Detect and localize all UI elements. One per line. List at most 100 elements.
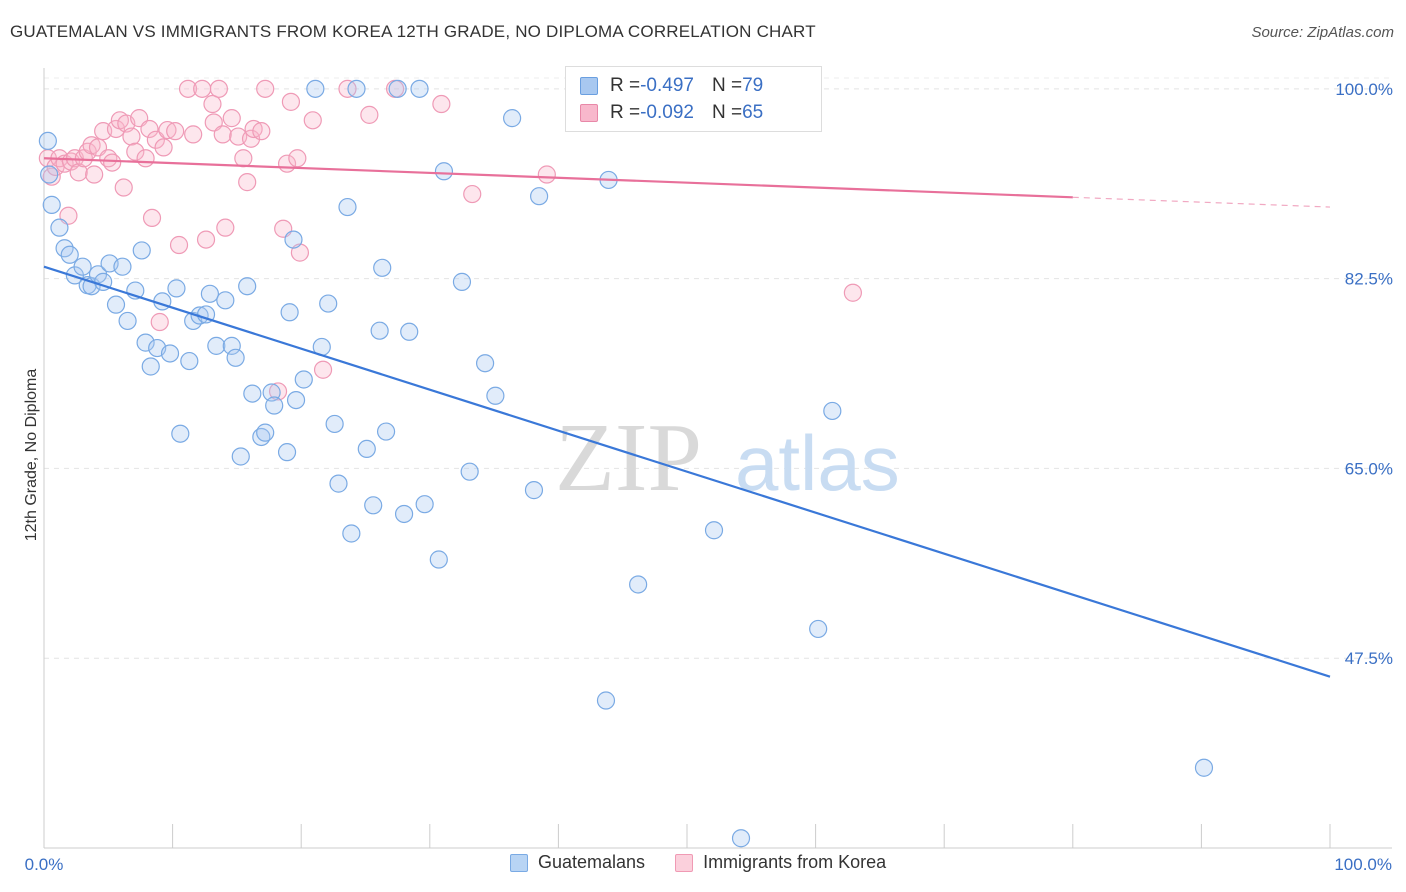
korea-point <box>42 167 61 186</box>
korea-point <box>268 382 288 401</box>
legend-label-korea: Immigrants from Korea <box>703 852 887 872</box>
guatemalans-point <box>171 424 190 443</box>
korea-point <box>203 94 222 114</box>
axes <box>43 68 1392 849</box>
korea-point <box>360 105 379 124</box>
legend-row-korea: R = -0.092 N = 65 <box>580 102 763 124</box>
guatemalans-point <box>434 162 454 181</box>
guatemalans-point <box>486 386 505 405</box>
x-tick-label-min: 0.0% <box>25 855 64 874</box>
korea-point <box>843 283 862 302</box>
chart-source: Source: ZipAtlas.com <box>1251 24 1394 41</box>
guatemalans-point <box>141 357 160 376</box>
legend-swatch-guatemalans <box>580 77 598 95</box>
guatemalans-point <box>284 230 303 249</box>
y-tick-label: 65.0% <box>1345 459 1393 478</box>
guatemalans-point <box>400 322 419 341</box>
watermark: ZIP atlas <box>555 404 900 512</box>
y-tick-label: 100.0% <box>1335 80 1393 99</box>
tick-labels: 100.0% 82.5% 65.0% 47.5% 0.0% 100.0% <box>25 80 1393 874</box>
chart-title: GUATEMALAN VS IMMIGRANTS FROM KOREA 12TH… <box>10 22 816 41</box>
guatemalans-point <box>524 481 544 500</box>
korea-trend-extension <box>1072 196 1331 208</box>
guatemalans-point <box>394 504 414 524</box>
korea-point <box>463 184 482 204</box>
guatemalans-point <box>329 474 348 493</box>
korea-point <box>281 92 301 111</box>
korea-point <box>303 111 322 130</box>
korea-point <box>103 153 122 172</box>
guatemalans-point <box>200 284 219 303</box>
korea-point <box>154 138 173 157</box>
correlation-legend: R = -0.497 N = 79 R = -0.092 N = 65 <box>565 66 822 132</box>
guatemalans-point <box>452 272 472 291</box>
korea-point <box>169 235 189 255</box>
guatemalans-point <box>338 197 357 217</box>
guatemalans-point <box>280 303 299 322</box>
legend-label-guatemalans: Guatemalans <box>538 852 646 872</box>
x-tick-label-max: 100.0% <box>1334 855 1392 874</box>
korea-point <box>213 125 232 144</box>
guatemalans-point <box>731 829 751 848</box>
guatemalans-point <box>704 521 724 540</box>
guatemalans-point <box>113 257 132 276</box>
korea-point <box>85 165 104 184</box>
guatemalans-point <box>1194 758 1214 777</box>
legend-swatch-korea <box>675 853 694 872</box>
guatemalans-point <box>415 495 434 514</box>
guatemalans-point <box>347 79 366 98</box>
guatemalans-point <box>306 79 325 98</box>
guatemalans-point <box>216 291 235 310</box>
guatemalans-point <box>460 462 479 481</box>
guatemalans-point <box>167 279 186 298</box>
guatemalans-point <box>231 447 250 466</box>
korea-point <box>146 130 165 149</box>
korea-point <box>122 127 141 146</box>
korea-point <box>313 360 333 379</box>
guatemalans-point <box>364 496 383 515</box>
guatemalans-point <box>265 396 284 415</box>
guatemalans-point <box>629 575 648 594</box>
guatemalans-point <box>50 218 69 237</box>
korea-point <box>158 120 177 140</box>
korea-point <box>142 208 162 228</box>
watermark-atlas: atlas <box>735 419 900 507</box>
korea-point <box>106 119 126 139</box>
guatemalans-point <box>596 691 616 710</box>
korea-point <box>114 178 133 197</box>
guatemalans-point <box>132 241 151 260</box>
legend-n-value: 79 <box>742 75 764 96</box>
guatemalans-point <box>503 109 522 128</box>
legend-item-guatemalans[interactable]: Guatemalans <box>510 852 645 873</box>
watermark-zip: ZIP <box>555 404 702 512</box>
guatemalans-point <box>160 344 180 363</box>
korea-point <box>166 122 185 141</box>
guatemalans-point <box>475 354 495 373</box>
legend-item-korea[interactable]: Immigrants from Korea <box>675 852 886 873</box>
guatemalans-point <box>222 336 241 355</box>
guatemalans-point <box>410 79 429 98</box>
trend-lines <box>43 157 1331 678</box>
korea-point <box>216 218 235 237</box>
korea-point <box>288 149 307 168</box>
guatemalans-point <box>823 401 842 421</box>
guatemalans-point <box>319 294 338 313</box>
korea-point <box>196 230 216 249</box>
korea-point <box>222 109 241 128</box>
legend-swatch-guatemalans <box>510 853 528 872</box>
korea-point <box>252 122 271 141</box>
legend-r-value: -0.092 <box>640 102 694 123</box>
legend-r-value: -0.497 <box>640 75 694 96</box>
guatemalans-point <box>238 277 257 296</box>
korea-point <box>193 79 212 98</box>
korea-trend-line <box>43 157 1073 199</box>
guatemalans-point <box>376 422 396 441</box>
guatemalans-point <box>530 187 549 206</box>
korea-point <box>238 173 257 192</box>
guatemalans-point <box>370 321 389 340</box>
guatemalans-point <box>243 384 262 403</box>
guatemalans-point <box>809 619 828 639</box>
guatemalans-point <box>226 348 245 367</box>
guatemalans-point <box>277 443 297 462</box>
